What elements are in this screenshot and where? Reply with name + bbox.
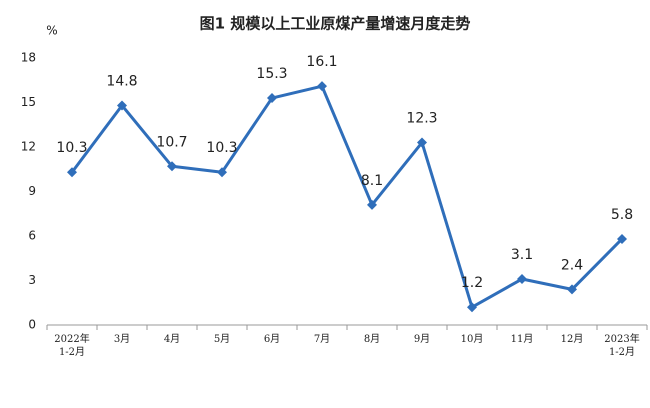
y-tick-label: 6: [28, 229, 36, 243]
line: [70, 84, 624, 309]
x-tick-label: 2022年 1-2月: [54, 332, 89, 358]
marker: [617, 233, 627, 244]
marker: [367, 199, 377, 210]
marker: [517, 274, 527, 285]
x-tick-label: 3月: [114, 333, 130, 345]
y-tick-label: 18: [21, 51, 36, 65]
marker: [267, 93, 277, 104]
x-tick-label: 4月: [164, 333, 180, 345]
x-tick-label: 8月: [364, 333, 380, 345]
data-label: 8.1: [361, 173, 383, 189]
y-tick-label: 15: [21, 95, 36, 109]
data-label: 10.7: [156, 134, 187, 150]
y-axis-label: %: [46, 24, 57, 38]
data-label: 10.3: [206, 140, 237, 156]
y-tick-label: 0: [28, 318, 36, 332]
x-tick-label: 6月: [264, 333, 280, 345]
data-label: 2.4: [561, 257, 583, 273]
marker: [117, 100, 127, 111]
x-tick-label: 2023年 1-2月: [604, 332, 639, 358]
data-label: 3.1: [511, 247, 533, 263]
x-tick-label: 12月: [561, 333, 584, 345]
data-label: 15.3: [256, 66, 287, 82]
y-tick-label: 12: [21, 140, 36, 154]
data-label: 16.1: [306, 54, 337, 70]
x-tick-label: 7月: [314, 333, 330, 345]
x-tick-label: 9月: [414, 333, 430, 345]
marker: [167, 161, 177, 172]
x-tick-label: 11月: [511, 333, 534, 345]
data-label: 5.8: [611, 207, 633, 223]
marker: [317, 81, 327, 92]
y-tick-label: 3: [28, 273, 36, 287]
marker: [67, 167, 77, 178]
x-tick-label: 10月: [461, 333, 484, 345]
marker: [217, 167, 227, 178]
data-label: 14.8: [106, 73, 137, 89]
marker: [467, 302, 477, 313]
data-label: 10.3: [56, 140, 87, 156]
y-tick-label: 9: [28, 184, 36, 198]
data-label: 12.3: [406, 111, 437, 127]
marker: [417, 137, 427, 148]
chart-title: 图1 规模以上工业原煤产量增速月度走势: [200, 15, 471, 33]
x-tick-label: 5月: [214, 333, 230, 345]
marker: [567, 284, 577, 295]
data-label: 1.2: [461, 275, 483, 291]
